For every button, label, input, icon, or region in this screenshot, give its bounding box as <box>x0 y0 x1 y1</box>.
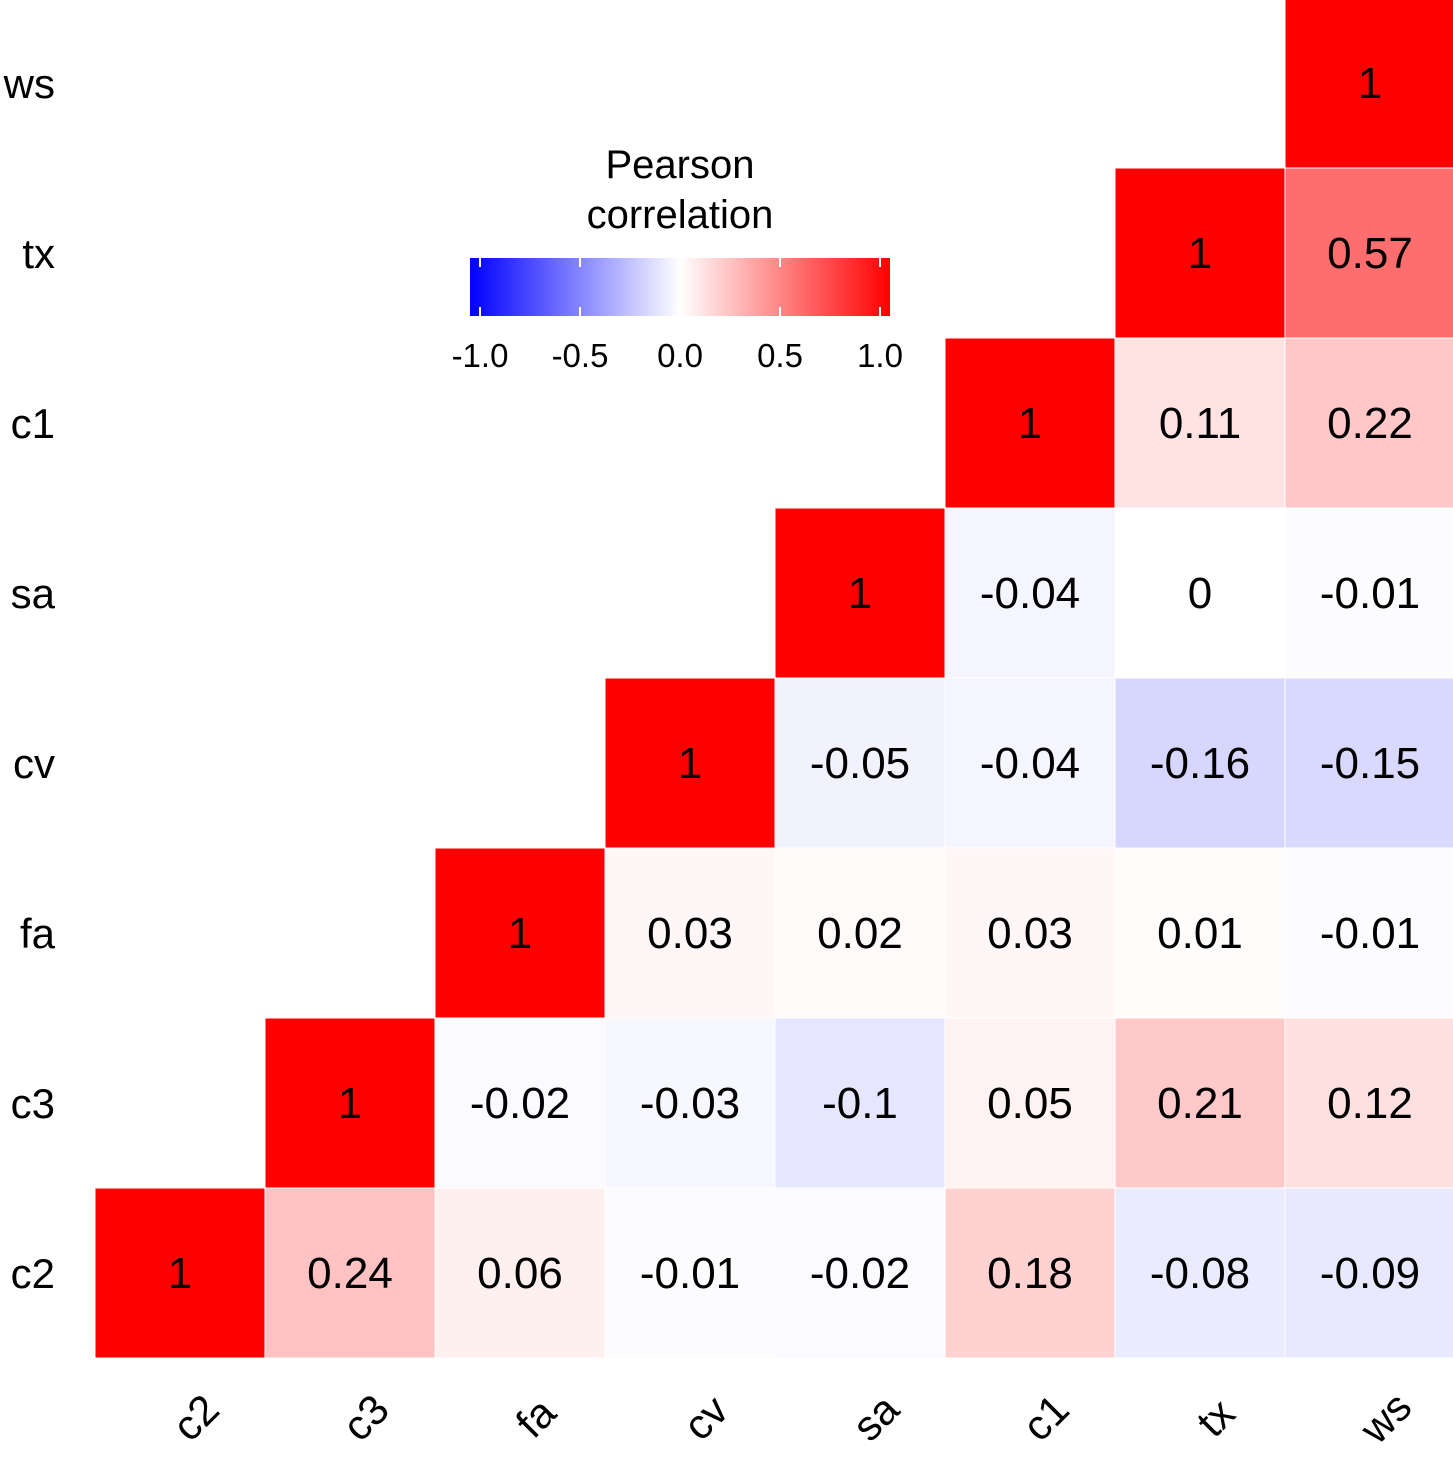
legend-tick-label: 0.5 <box>757 337 803 374</box>
cell-value-sa-sa: 1 <box>848 569 872 618</box>
heatmap-cell-c3-c2 <box>264 1187 436 1359</box>
legend-tick-label: -0.5 <box>552 337 609 374</box>
cell-value-sa-fa: 0.02 <box>817 909 903 958</box>
heatmap-cell-tx-sa <box>1114 507 1286 679</box>
x-tick-label-c1: c1 <box>1013 1385 1078 1450</box>
legend-colorbar <box>470 258 890 316</box>
heatmap-cell-sa-sa <box>774 507 946 679</box>
heatmap-cell-ws-ws <box>1284 0 1453 169</box>
cell-value-tx-sa: 0 <box>1188 569 1212 618</box>
heatmap-cell-fa-c2 <box>434 1187 606 1359</box>
heatmap-cell-sa-c3 <box>774 1017 946 1189</box>
cell-value-cv-c3: -0.03 <box>640 1079 740 1128</box>
legend-ticks: -1.0 -0.5 0.0 0.5 1.0 <box>452 258 903 374</box>
cell-value-sa-c3: -0.1 <box>822 1079 898 1128</box>
x-tick-label-fa: fa <box>507 1388 565 1446</box>
heatmap-cell-ws-cv <box>1284 677 1453 849</box>
cell-value-c1-sa: -0.04 <box>980 569 1080 618</box>
cell-value-c1-c2: 0.18 <box>987 1249 1073 1298</box>
cell-value-cv-fa: 0.03 <box>647 909 733 958</box>
heatmap-cell-tx-c1 <box>1114 337 1286 509</box>
x-axis-labels: c2 c3 fa cv sa c1 tx ws <box>163 1383 1420 1453</box>
y-tick-label-fa: fa <box>20 910 56 957</box>
heatmap-cell-cv-cv <box>604 677 776 849</box>
cell-value-tx-fa: 0.01 <box>1157 909 1243 958</box>
cell-value-c3-c3: 1 <box>338 1079 362 1128</box>
heatmap-cell-sa-fa <box>774 847 946 1019</box>
cell-value-ws-c1: 0.22 <box>1327 399 1413 448</box>
x-tick-label-tx: tx <box>1187 1389 1243 1445</box>
cell-value-ws-c3: 0.12 <box>1327 1079 1413 1128</box>
heatmap-cell-tx-cv <box>1114 677 1286 849</box>
cell-value-ws-ws: 1 <box>1358 59 1382 108</box>
cell-value-ws-sa: -0.01 <box>1320 569 1420 618</box>
x-tick-label-ws: ws <box>1350 1383 1420 1453</box>
legend-tick-label: -1.0 <box>452 337 509 374</box>
heatmap-cell-c2-c2 <box>94 1187 266 1359</box>
cell-value-c1-cv: -0.04 <box>980 739 1080 788</box>
cell-value-tx-c2: -0.08 <box>1150 1249 1250 1298</box>
cell-value-c1-fa: 0.03 <box>987 909 1073 958</box>
heatmap-cell-ws-fa <box>1284 847 1453 1019</box>
cell-value-ws-cv: -0.15 <box>1320 739 1420 788</box>
y-tick-label-c3: c3 <box>11 1080 55 1127</box>
cell-value-ws-tx: 0.57 <box>1327 229 1413 278</box>
cell-value-cv-c2: -0.01 <box>640 1249 740 1298</box>
y-tick-label-sa: sa <box>11 570 56 617</box>
heatmap-cell-ws-c3 <box>1284 1017 1453 1189</box>
cell-value-tx-tx: 1 <box>1188 229 1212 278</box>
heatmap-cell-fa-fa <box>434 847 606 1019</box>
y-tick-label-ws: ws <box>3 60 55 107</box>
y-tick-label-c2: c2 <box>11 1250 55 1297</box>
cell-value-c1-c3: 0.05 <box>987 1079 1073 1128</box>
heatmap-cell-c1-c3 <box>944 1017 1116 1189</box>
heatmap-cell-cv-c2 <box>604 1187 776 1359</box>
legend-title-line1: Pearson <box>606 143 755 187</box>
heatmap-cell-tx-c3 <box>1114 1017 1286 1189</box>
heatmap-cell-tx-tx <box>1114 167 1286 339</box>
color-legend: Pearson correlation -1.0 -0.5 0.0 0.5 1.0 <box>452 143 903 374</box>
cell-value-c1-c1: 1 <box>1018 399 1042 448</box>
legend-tick-label: 1.0 <box>857 337 903 374</box>
heatmap-cell-c1-cv <box>944 677 1116 849</box>
cell-value-ws-c2: -0.09 <box>1320 1249 1420 1298</box>
x-tick-label-sa: sa <box>843 1385 908 1450</box>
heatmap-cell-cv-fa <box>604 847 776 1019</box>
cell-value-cv-cv: 1 <box>678 739 702 788</box>
heatmap-cell-c3-c3 <box>264 1017 436 1189</box>
legend-title-line2: correlation <box>587 193 774 237</box>
heatmap-cell-ws-c2 <box>1284 1187 1453 1359</box>
x-tick-label-c3: c3 <box>333 1385 398 1450</box>
cell-value-sa-c2: -0.02 <box>810 1249 910 1298</box>
heatmap-cell-ws-c1 <box>1284 337 1453 509</box>
y-tick-label-cv: cv <box>13 740 55 787</box>
cell-value-c3-c2: 0.24 <box>307 1249 393 1298</box>
y-tick-label-tx: tx <box>22 230 55 277</box>
legend-tick-label: 0.0 <box>657 337 703 374</box>
heatmap-cell-fa-c3 <box>434 1017 606 1189</box>
heatmap-cells: 1 0.24 1 0.06 -0.02 1 -0.01 -0.03 0.03 1 -0.02 -0.1… <box>94 0 1453 1359</box>
cell-value-tx-c3: 0.21 <box>1157 1079 1243 1128</box>
cell-value-fa-c2: 0.06 <box>477 1249 563 1298</box>
cell-value-fa-c3: -0.02 <box>470 1079 570 1128</box>
cell-value-tx-cv: -0.16 <box>1150 739 1250 788</box>
y-tick-label-c1: c1 <box>11 400 55 447</box>
heatmap-cell-c1-c2 <box>944 1187 1116 1359</box>
y-axis-labels: ws tx c1 sa cv fa c3 c2 <box>3 60 56 1297</box>
cell-value-c2-c2: 1 <box>168 1249 192 1298</box>
cell-value-tx-c1: 0.11 <box>1159 399 1241 448</box>
heatmap-cell-c1-fa <box>944 847 1116 1019</box>
heatmap-cell-cv-c3 <box>604 1017 776 1189</box>
heatmap-cell-c1-sa <box>944 507 1116 679</box>
x-tick-label-c2: c2 <box>163 1385 228 1450</box>
cell-value-sa-cv: -0.05 <box>810 739 910 788</box>
heatmap-cell-c1-c1 <box>944 337 1116 509</box>
cell-value-ws-fa: -0.01 <box>1320 909 1420 958</box>
cell-value-fa-fa: 1 <box>508 909 532 958</box>
heatmap-cell-ws-tx <box>1284 167 1453 339</box>
x-tick-label-cv: cv <box>674 1386 737 1449</box>
